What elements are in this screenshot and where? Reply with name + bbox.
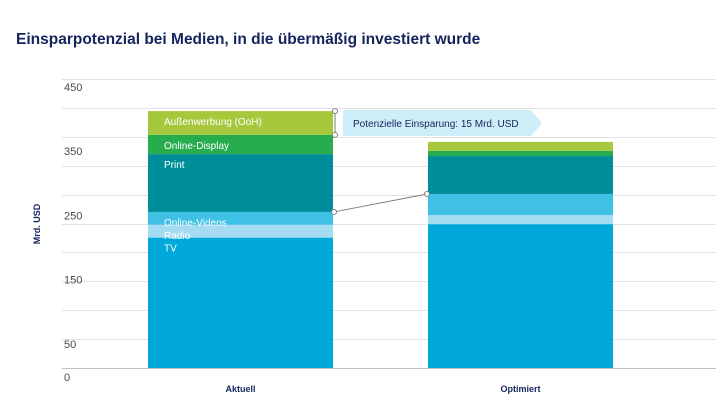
- bar-optimiert-au-enwerbung-ooh-: [428, 141, 613, 151]
- category-label-optimiert: Optimiert: [500, 384, 540, 394]
- segment-label-print: Print: [164, 160, 185, 171]
- connector-dot: [424, 190, 430, 197]
- bar-aktuell-tv: [148, 237, 333, 368]
- y-tick-label-0: 0: [64, 372, 70, 384]
- y-tick-label-450: 450: [64, 82, 82, 94]
- segment-label-tv: TV: [164, 244, 177, 255]
- category-label-aktuell: Aktuell: [225, 384, 255, 394]
- bar-optimiert-tv: [428, 224, 613, 368]
- bracket-dot: [332, 108, 338, 115]
- bar-aktuell-au-enwerbung-ooh-: [148, 111, 333, 135]
- chart-title: Einsparpotenzial bei Medien, in die über…: [16, 31, 481, 48]
- y-axis-label: Mrd. USD: [32, 203, 42, 244]
- bar-optimiert-online-videos: [428, 193, 613, 216]
- segment-label-online-videos: Online-Videos: [164, 218, 227, 229]
- bar-aktuell-radio: [148, 224, 333, 238]
- bar-optimiert-online-display: [428, 150, 613, 157]
- bar-aktuell-online-videos: [148, 211, 333, 225]
- y-tick-label-350: 350: [64, 146, 82, 158]
- segment-label-au-enwerbung-ooh-: Außenwerbung (OoH): [164, 117, 262, 128]
- bar-optimiert-radio: [428, 215, 613, 225]
- bar-optimiert-print: [428, 156, 613, 194]
- bars: [148, 111, 613, 368]
- connector-dot: [331, 208, 337, 215]
- bar-aktuell-online-display: [148, 134, 333, 155]
- connector-line: [333, 193, 428, 213]
- segment-label-radio: Radio: [164, 231, 191, 242]
- bar-aktuell-print: [148, 154, 333, 212]
- labels: 0 50 150 250 350 450 Mrd. USD TV Radio Online-Vid…: [32, 82, 541, 394]
- bracket-dot: [332, 131, 338, 138]
- savings-callout-text: Potenzielle Einsparung: 15 Mrd. USD: [353, 119, 519, 130]
- y-tick-label-250: 250: [64, 210, 82, 222]
- savings-callout: [343, 109, 542, 136]
- segment-label-online-display: Online-Display: [164, 141, 229, 152]
- y-tick-label-150: 150: [64, 275, 82, 287]
- y-tick-label-50: 50: [64, 339, 76, 351]
- connectors: [331, 108, 542, 215]
